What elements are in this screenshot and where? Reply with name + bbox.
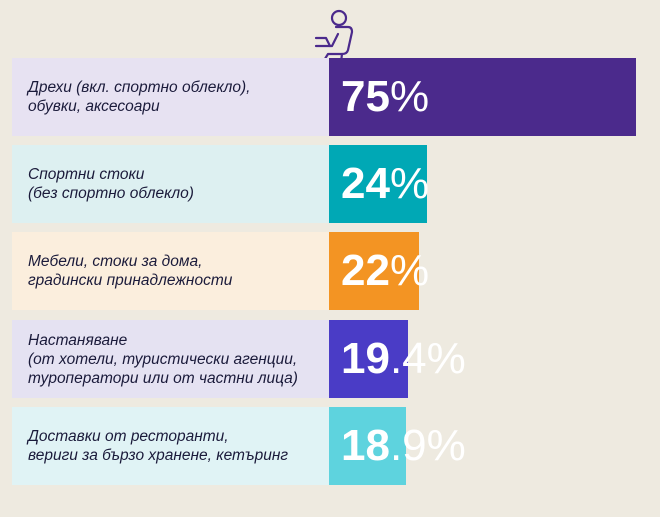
value-integer: 19 <box>341 334 390 383</box>
category-label-box: Настаняване (от хотели, туристически аге… <box>12 320 329 398</box>
value-integer: 22 <box>341 246 390 295</box>
value-suffix: % <box>389 246 430 295</box>
category-label-box: Дрехи (вкл. спортно облекло), обувки, ак… <box>12 58 329 136</box>
category-label-box: Доставки от ресторанти, вериги за бързо … <box>12 407 329 485</box>
value-suffix: % <box>389 159 430 208</box>
value-suffix: % <box>389 72 430 121</box>
category-label: Мебели, стоки за дома, градински принадл… <box>28 253 233 289</box>
value-label: 18.9% <box>341 424 466 468</box>
bar: 19.4% <box>329 320 466 398</box>
category-label: Спортни стоки (без спортно облекло) <box>28 166 194 202</box>
category-label-box: Спортни стоки (без спортно облекло) <box>12 145 329 223</box>
value-suffix: .4% <box>389 334 466 383</box>
bar: 22% <box>329 232 429 310</box>
value-integer: 18 <box>341 421 390 470</box>
value-label: 22% <box>341 249 429 293</box>
value-integer: 24 <box>341 159 390 208</box>
value-label: 19.4% <box>341 337 466 381</box>
category-label: Настаняване (от хотели, туристически аге… <box>28 331 298 387</box>
bar: 24% <box>329 145 429 223</box>
value-label: 75% <box>341 75 429 119</box>
category-label-box: Мебели, стоки за дома, градински принадл… <box>12 232 329 310</box>
category-label: Дрехи (вкл. спортно облекло), обувки, ак… <box>28 79 251 115</box>
bar: 18.9% <box>329 407 466 485</box>
category-label: Доставки от ресторанти, вериги за бързо … <box>28 428 288 464</box>
value-suffix: .9% <box>389 421 466 470</box>
value-label: 24% <box>341 162 429 206</box>
value-integer: 75 <box>341 72 390 121</box>
bar: 75% <box>329 58 636 136</box>
